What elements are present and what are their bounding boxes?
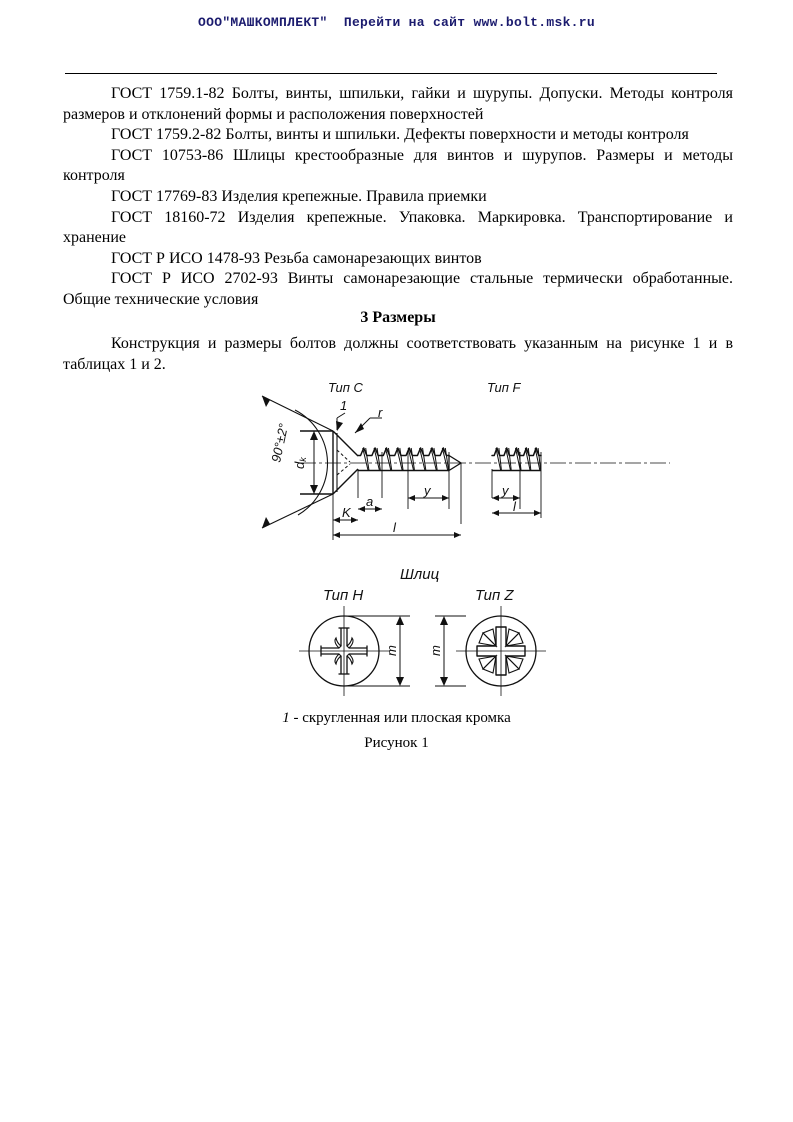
svg-text:Тип F: Тип F xyxy=(487,380,522,395)
svg-text:1: 1 xyxy=(340,398,347,413)
svg-text:a: a xyxy=(366,494,373,509)
svg-text:m: m xyxy=(384,645,399,656)
svg-text:l: l xyxy=(393,520,397,535)
svg-text:Тип Н: Тип Н xyxy=(323,587,363,604)
svg-text:K: K xyxy=(342,505,352,520)
svg-text:Тип Z: Тип Z xyxy=(475,587,514,604)
svg-text:Тип С: Тип С xyxy=(328,380,364,395)
svg-text:dk: dk xyxy=(292,457,308,469)
svg-text:y: y xyxy=(423,483,432,498)
svg-text:l: l xyxy=(513,499,517,514)
svg-text:m: m xyxy=(428,645,443,656)
svg-text:90°±2°: 90°±2° xyxy=(268,422,291,463)
svg-text:y: y xyxy=(501,483,510,498)
svg-text:Шлиц: Шлиц xyxy=(400,566,440,583)
